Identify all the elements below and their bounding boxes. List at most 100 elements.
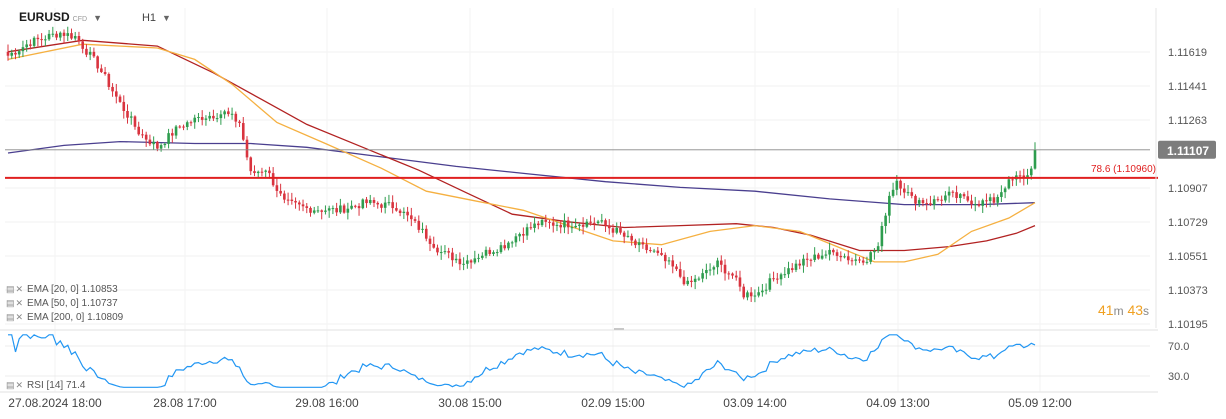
candle-body bbox=[428, 238, 432, 244]
indicator-settings-icon[interactable]: ▤✕ bbox=[6, 284, 25, 294]
candle-body bbox=[488, 249, 492, 254]
candle-body bbox=[548, 221, 551, 223]
price-tick-label: 1.11619 bbox=[1168, 47, 1207, 59]
time-tick-label: 05.09 12:00 bbox=[1008, 396, 1072, 410]
candle-body bbox=[312, 210, 316, 213]
candle-body bbox=[850, 260, 854, 262]
candle-body bbox=[62, 32, 66, 36]
indicator-settings-icon[interactable]: ▤✕ bbox=[6, 312, 25, 322]
candle-body bbox=[540, 220, 544, 226]
candle-body bbox=[921, 200, 925, 204]
ema200-legend[interactable]: ▤✕ EMA [200, 0] 1.10809 bbox=[6, 312, 123, 323]
candle-body bbox=[985, 200, 988, 202]
candle-body bbox=[798, 263, 802, 266]
candle-body bbox=[660, 252, 663, 255]
candle-body bbox=[899, 180, 902, 189]
candle-body bbox=[395, 208, 398, 211]
rsi-tick-label: 30.0 bbox=[1168, 371, 1189, 383]
candle-body bbox=[92, 51, 96, 57]
candle-body bbox=[387, 202, 391, 204]
candle-body bbox=[697, 278, 701, 280]
timer-minutes: 41 bbox=[1098, 302, 1114, 318]
indicator-settings-icon[interactable]: ▤✕ bbox=[6, 298, 25, 308]
indicator-settings-icon[interactable]: ▤✕ bbox=[6, 380, 25, 390]
candle-body bbox=[96, 56, 99, 69]
candle-body bbox=[219, 114, 223, 119]
candle-body bbox=[1007, 179, 1011, 189]
candle-body bbox=[484, 249, 488, 256]
timer-minutes-unit: m bbox=[1113, 304, 1124, 318]
candle-body bbox=[585, 221, 589, 227]
candle-body bbox=[596, 221, 600, 224]
timer-seconds: 43 bbox=[1127, 302, 1144, 318]
candle-body bbox=[77, 36, 81, 42]
candle-body bbox=[40, 39, 43, 41]
candle-body bbox=[914, 195, 917, 204]
candle-body bbox=[17, 51, 21, 55]
candle-body bbox=[495, 252, 499, 254]
symbol-dropdown-icon[interactable]: ▼ bbox=[93, 13, 102, 23]
candle-body bbox=[279, 190, 282, 194]
candle-body bbox=[133, 116, 137, 127]
candle-body bbox=[634, 240, 637, 246]
candle-body bbox=[749, 292, 753, 297]
price-tick-label: 1.10907 bbox=[1168, 183, 1208, 195]
candle-body bbox=[324, 210, 327, 212]
candle-body bbox=[159, 145, 163, 149]
candle-body bbox=[439, 252, 443, 254]
candle-body bbox=[204, 118, 208, 120]
candle-body bbox=[163, 143, 167, 146]
candle-body bbox=[902, 188, 906, 193]
time-tick-label: 27.08.2024 18:00 bbox=[8, 396, 102, 410]
symbol-label[interactable]: EURUSD bbox=[19, 10, 70, 24]
candle-body bbox=[436, 247, 439, 253]
candle-body bbox=[977, 204, 981, 206]
candle-body bbox=[686, 280, 689, 285]
candle-body bbox=[406, 211, 409, 216]
timeframe-label[interactable]: H1 bbox=[141, 12, 157, 24]
candle-body bbox=[626, 235, 630, 237]
rsi-label: RSI [14] 71.4 bbox=[27, 380, 86, 391]
current-price-label: 1.11107 bbox=[1167, 144, 1209, 158]
candle-body bbox=[734, 275, 738, 278]
price-tick-label: 1.11441 bbox=[1168, 81, 1207, 93]
timeframe-dropdown-icon[interactable]: ▼ bbox=[162, 13, 171, 23]
candle-body bbox=[783, 274, 787, 276]
candle-body bbox=[152, 141, 155, 145]
candle-body bbox=[148, 139, 152, 145]
candle-body bbox=[167, 133, 170, 144]
candle-body bbox=[141, 134, 144, 136]
candle-body bbox=[6, 51, 10, 56]
ema50-label: EMA [50, 0] 1.10737 bbox=[27, 298, 118, 309]
candle-body bbox=[764, 289, 768, 291]
candle-body bbox=[705, 269, 708, 274]
ema200-label: EMA [200, 0] 1.10809 bbox=[27, 312, 124, 323]
candle-body bbox=[503, 245, 506, 249]
candle-body bbox=[271, 173, 275, 186]
candle-body bbox=[391, 202, 394, 209]
candle-body bbox=[115, 91, 118, 97]
candle-body bbox=[525, 227, 529, 236]
ema50-legend[interactable]: ▤✕ EMA [50, 0] 1.10737 bbox=[6, 298, 118, 309]
candle-body bbox=[817, 254, 820, 259]
candle-body bbox=[55, 33, 58, 38]
candle-body bbox=[451, 252, 454, 261]
candle-body bbox=[637, 242, 641, 246]
candle-body bbox=[936, 199, 940, 201]
candle-body bbox=[712, 267, 716, 270]
candle-body bbox=[988, 197, 992, 201]
candle-body bbox=[716, 260, 719, 268]
candle-body bbox=[929, 203, 932, 206]
rsi-panel: 70.0 30.0 bbox=[0, 328, 1189, 389]
time-tick-label: 29.08 16:00 bbox=[295, 396, 359, 410]
candle-body bbox=[398, 210, 402, 214]
candle-body bbox=[454, 258, 458, 261]
candle-body bbox=[622, 232, 626, 237]
rsi-legend[interactable]: ▤✕ RSI [14] 71.4 bbox=[6, 380, 85, 391]
candle-body bbox=[678, 269, 682, 277]
candle-body bbox=[171, 133, 174, 136]
candle-body bbox=[805, 258, 809, 260]
candle-body bbox=[107, 73, 111, 87]
ema20-legend[interactable]: ▤✕ EMA [20, 0] 1.10853 bbox=[6, 284, 118, 295]
